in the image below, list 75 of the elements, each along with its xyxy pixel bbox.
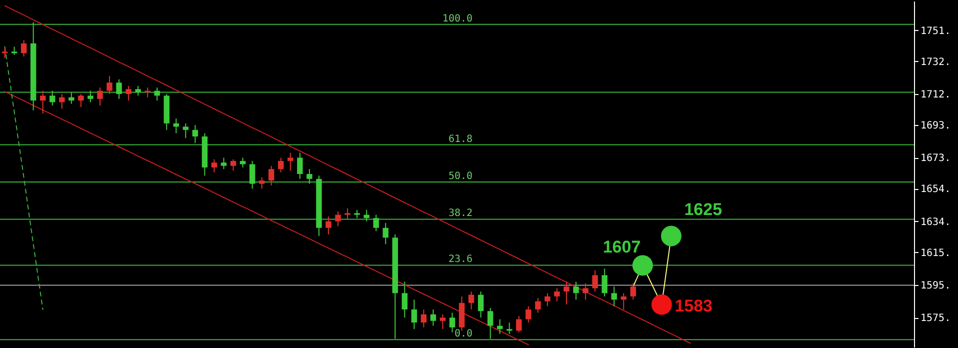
candlestick bbox=[154, 87, 160, 102]
candlestick bbox=[50, 90, 56, 106]
y-tick-label: 1693. bbox=[920, 120, 951, 132]
candlestick bbox=[278, 157, 284, 173]
candlestick bbox=[335, 211, 341, 227]
point bbox=[660, 226, 682, 246]
candlestick bbox=[182, 122, 189, 139]
candlestick bbox=[440, 314, 446, 330]
candlestick bbox=[564, 281, 570, 306]
candlestick bbox=[411, 299, 418, 330]
candlestick bbox=[516, 315, 522, 333]
candlestick bbox=[297, 152, 303, 180]
line-series bbox=[4, 91, 529, 346]
candlestick bbox=[116, 78, 122, 100]
candlestick bbox=[268, 165, 274, 186]
candlestick bbox=[402, 281, 408, 318]
candlestick bbox=[630, 282, 636, 300]
candlestick bbox=[554, 288, 560, 302]
y-tick-label: 1595. bbox=[920, 280, 951, 292]
annotation: 38.2 bbox=[448, 208, 473, 220]
candlestick bbox=[192, 124, 198, 144]
candlestick bbox=[211, 158, 218, 173]
y-tick-label: 1615. bbox=[920, 248, 951, 259]
candlestick bbox=[220, 157, 227, 170]
candlestick bbox=[487, 307, 494, 340]
candlestick bbox=[40, 90, 46, 114]
annotation: 100.0 bbox=[442, 13, 473, 24]
candlestick bbox=[364, 209, 370, 222]
annotation: 23.6 bbox=[448, 254, 473, 266]
candlestick bbox=[306, 168, 312, 184]
candlestick bbox=[97, 87, 103, 106]
y-tick-label: 1575. bbox=[920, 313, 951, 324]
candlestick bbox=[78, 94, 84, 108]
candlestick bbox=[344, 208, 350, 220]
candlestick bbox=[449, 312, 456, 333]
data-label: 1583 bbox=[674, 296, 713, 316]
candlestick bbox=[602, 268, 608, 297]
candlestick bbox=[144, 87, 150, 98]
data-label: 1607 bbox=[602, 237, 641, 256]
candlestick bbox=[468, 291, 474, 310]
y-tick-label: 1654. bbox=[920, 184, 951, 196]
candlestick bbox=[126, 85, 132, 102]
candlestick bbox=[88, 90, 94, 103]
candlestick bbox=[106, 76, 112, 95]
candlestick bbox=[535, 298, 541, 314]
candlestick bbox=[382, 222, 388, 245]
candlestick bbox=[526, 306, 532, 324]
point bbox=[651, 294, 672, 315]
candlestick bbox=[258, 176, 265, 190]
candlestick bbox=[573, 281, 579, 300]
candlestick bbox=[430, 308, 436, 326]
candlestick bbox=[373, 214, 379, 232]
candlestick bbox=[582, 282, 588, 300]
candlestick bbox=[288, 152, 294, 172]
point bbox=[632, 255, 653, 276]
candlestick bbox=[326, 216, 332, 235]
candlestick bbox=[249, 160, 256, 190]
candlestick bbox=[478, 291, 484, 318]
annotation: 50.0 bbox=[448, 170, 473, 182]
data-label: 1625 bbox=[684, 200, 722, 220]
candlestick bbox=[611, 286, 617, 307]
y-tick-label: 1732. bbox=[920, 56, 951, 68]
candlestick bbox=[420, 308, 427, 328]
y-tick-label: 1712. bbox=[920, 90, 951, 101]
candlestick bbox=[544, 292, 550, 307]
candlestick bbox=[592, 270, 598, 292]
y-tick-label: 1673. bbox=[920, 153, 951, 164]
y-tick-label: 1751. bbox=[920, 26, 951, 37]
candlestick bbox=[230, 158, 236, 172]
y-tick-label: 1634. bbox=[920, 216, 951, 228]
annotation: 0.0 bbox=[454, 328, 473, 340]
candlestick bbox=[68, 92, 74, 104]
annotation: 61.8 bbox=[448, 134, 473, 145]
candlestick bbox=[135, 85, 141, 96]
candlestick bbox=[20, 40, 27, 57]
